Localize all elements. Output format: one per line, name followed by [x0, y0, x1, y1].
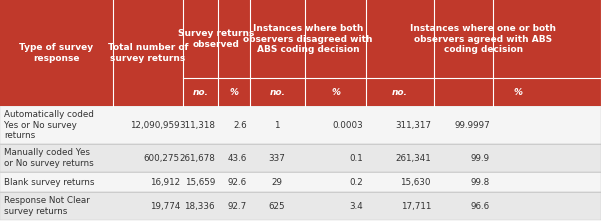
Text: 600,275: 600,275	[144, 153, 180, 162]
Text: 99.8: 99.8	[471, 177, 490, 187]
Text: Response Not Clear
survey returns: Response Not Clear survey returns	[4, 196, 90, 216]
Text: 18,336: 18,336	[185, 202, 215, 211]
Bar	[0, 0, 601, 106]
Text: 29: 29	[272, 177, 282, 187]
Text: 0.1: 0.1	[349, 153, 363, 162]
Text: 0.0003: 0.0003	[332, 121, 363, 129]
Text: no.: no.	[392, 88, 408, 97]
Text: 337: 337	[269, 153, 285, 162]
Text: 17,711: 17,711	[401, 202, 431, 211]
Text: 15,659: 15,659	[185, 177, 215, 187]
Text: 96.6: 96.6	[471, 202, 490, 211]
Text: no.: no.	[192, 88, 209, 97]
Text: Type of survey
response: Type of survey response	[19, 43, 94, 63]
Text: 99.9: 99.9	[471, 153, 490, 162]
Text: Instances where both
observers disagreed with
ABS coding decision: Instances where both observers disagreed…	[243, 24, 373, 54]
Text: Total number of
survey returns: Total number of survey returns	[108, 43, 188, 63]
Text: 16,912: 16,912	[150, 177, 180, 187]
Text: no.: no.	[270, 88, 285, 97]
Text: 1: 1	[274, 121, 279, 129]
Text: 0.2: 0.2	[349, 177, 363, 187]
Text: 261,341: 261,341	[395, 153, 431, 162]
Text: 99.9997: 99.9997	[454, 121, 490, 129]
Text: 12,090,959: 12,090,959	[130, 121, 180, 129]
Text: %: %	[331, 88, 340, 97]
Text: 92.7: 92.7	[228, 202, 247, 211]
Bar	[0, 172, 601, 192]
Bar	[0, 192, 601, 220]
Text: 15,630: 15,630	[400, 177, 431, 187]
Text: 19,774: 19,774	[150, 202, 180, 211]
Text: %: %	[230, 88, 239, 97]
Text: 3.4: 3.4	[349, 202, 363, 211]
Text: Blank survey returns: Blank survey returns	[4, 177, 94, 187]
Text: 311,318: 311,318	[179, 121, 215, 129]
Text: %: %	[513, 88, 522, 97]
Text: 625: 625	[269, 202, 285, 211]
Text: 92.6: 92.6	[228, 177, 247, 187]
Text: 43.6: 43.6	[228, 153, 247, 162]
Bar	[0, 106, 601, 144]
Text: 261,678: 261,678	[179, 153, 215, 162]
Text: Automatically coded
Yes or No survey
returns: Automatically coded Yes or No survey ret…	[4, 110, 94, 140]
Text: Manually coded Yes
or No survey returns: Manually coded Yes or No survey returns	[4, 148, 94, 168]
Text: Instances where one or both
observers agreed with ABS
coding decision: Instances where one or both observers ag…	[410, 24, 557, 54]
Text: 2.6: 2.6	[233, 121, 247, 129]
Text: 311,317: 311,317	[395, 121, 431, 129]
Bar	[0, 144, 601, 172]
Text: Survey returns
observed: Survey returns observed	[178, 29, 255, 49]
